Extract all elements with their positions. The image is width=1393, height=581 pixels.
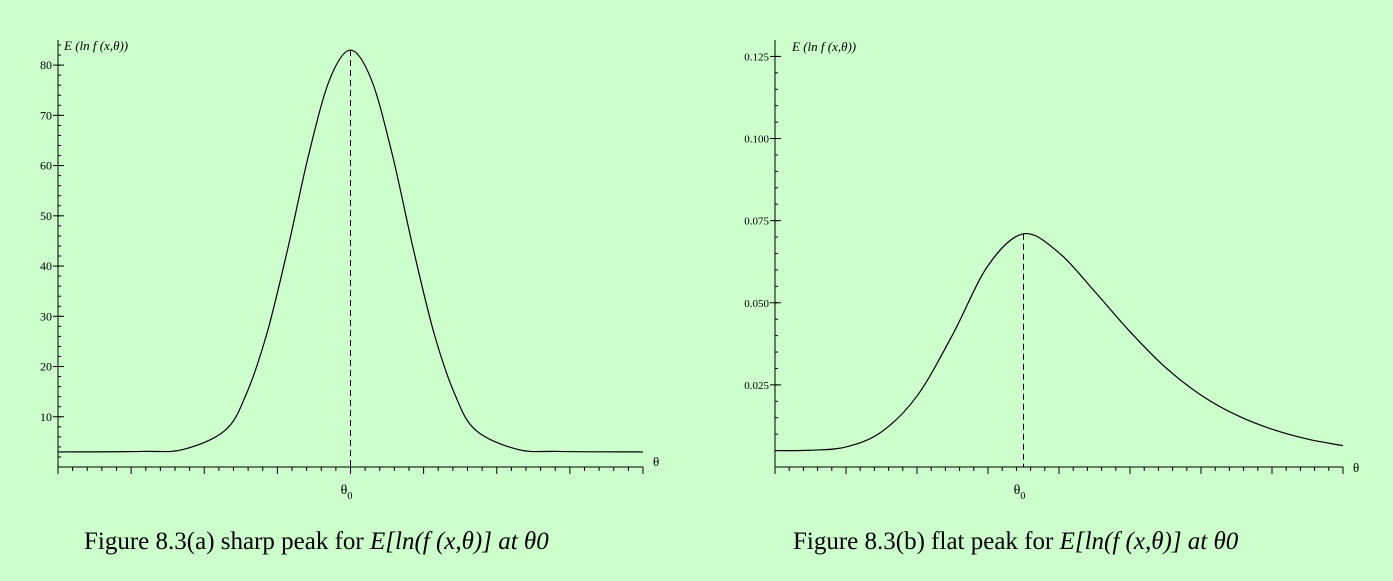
y-tick-label: 40 xyxy=(40,259,52,273)
theta0-label: θ0 xyxy=(341,483,353,502)
y-tick-label: 20 xyxy=(40,360,52,374)
x-axis-title: θ xyxy=(1353,460,1359,475)
curve-series xyxy=(57,49,644,453)
chart-a: 10 20 30 40 50 60 70 80 E (ln f (x,θ)) θ θ0 xyxy=(40,38,659,502)
chart-b: 0.025 0.050 0.075 0.100 0.125 E (ln f (x,θ)) θ… xyxy=(744,39,1359,502)
theta0-subscript: 0 xyxy=(1020,491,1025,502)
x-axis-title: θ xyxy=(653,454,659,469)
y-tick-label: 80 xyxy=(40,58,52,72)
caption-figure-b: Figure 8.3(b) flat peak for E[ln(f (x,θ)… xyxy=(793,528,1238,556)
caption-figure-a: Figure 8.3(a) sharp peak for E[ln(f (x,θ… xyxy=(84,528,549,556)
y-tick-label: 0.125 xyxy=(744,51,769,63)
curve-series xyxy=(774,233,1344,452)
caption-a-math: E[ln(f (x,θ)] at θ0 xyxy=(370,528,549,555)
y-axis-title: E (ln f (x,θ)) xyxy=(63,38,128,53)
caption-b-text: Figure 8.3(b) flat peak for xyxy=(793,528,1060,555)
caption-a-text: Figure 8.3(a) sharp peak for xyxy=(84,528,371,555)
caption-b-math: E[ln(f (x,θ)] at θ0 xyxy=(1059,528,1239,555)
y-tick-label: 60 xyxy=(40,159,52,173)
y-axis-title: E (ln f (x,θ)) xyxy=(791,39,856,54)
y-tick-label: 70 xyxy=(40,108,52,122)
y-tick-label: 0.050 xyxy=(744,298,769,310)
y-tick-label: 0.100 xyxy=(744,134,769,146)
theta0-subscript: 0 xyxy=(347,491,352,502)
theta0-label: θ0 xyxy=(1014,483,1026,502)
y-tick-label: 0.075 xyxy=(744,216,769,228)
y-tick-label: 50 xyxy=(40,209,52,223)
y-tick-label: 0.025 xyxy=(744,380,769,392)
y-tick-label: 30 xyxy=(40,309,52,323)
y-tick-label: 10 xyxy=(40,410,52,424)
